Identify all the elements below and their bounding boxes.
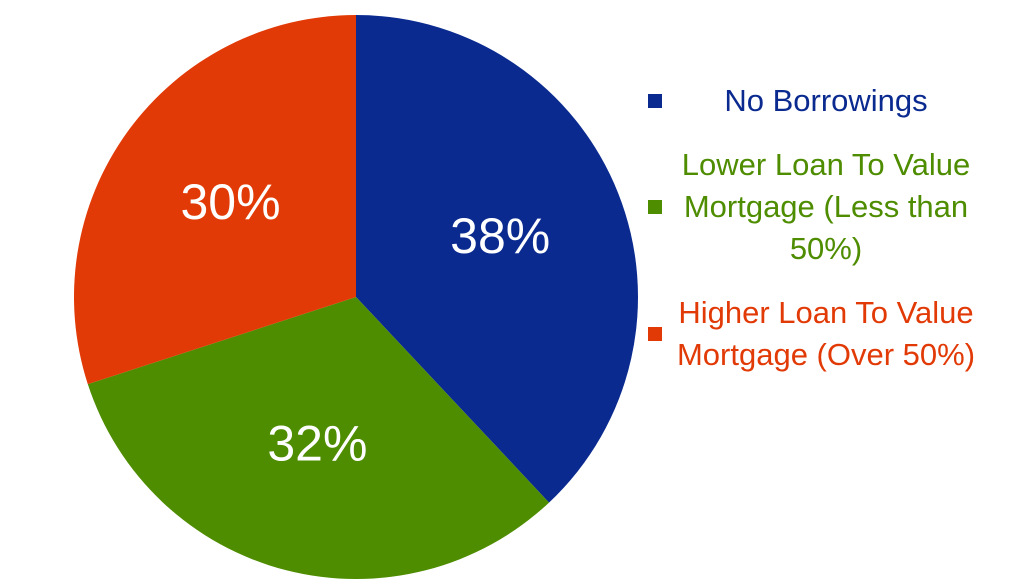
slice-label: 30%	[180, 174, 280, 230]
legend: No Borrowings Lower Loan To Value Mortgag…	[640, 80, 1010, 376]
legend-swatch	[648, 200, 662, 214]
legend-item: No Borrowings	[640, 80, 1010, 122]
legend-item: Lower Loan To Value Mortgage (Less than …	[640, 144, 1010, 270]
legend-label: No Borrowings	[724, 83, 928, 118]
legend-label: Lower Loan To Value Mortgage (Less than …	[681, 147, 971, 266]
legend-label: Higher Loan To Value Mortgage (Over 50%)	[676, 295, 976, 372]
pie-slice	[73, 15, 357, 385]
legend-item: Higher Loan To Value Mortgage (Over 50%)	[640, 292, 1010, 376]
pie-slice	[87, 297, 550, 580]
slice-label: 32%	[267, 415, 367, 471]
legend-swatch	[648, 327, 662, 341]
chart: 38% 32% 30%	[73, 15, 638, 580]
legend-swatch	[648, 94, 662, 108]
pie-slice	[356, 15, 638, 503]
slice-label: 38%	[450, 208, 550, 264]
